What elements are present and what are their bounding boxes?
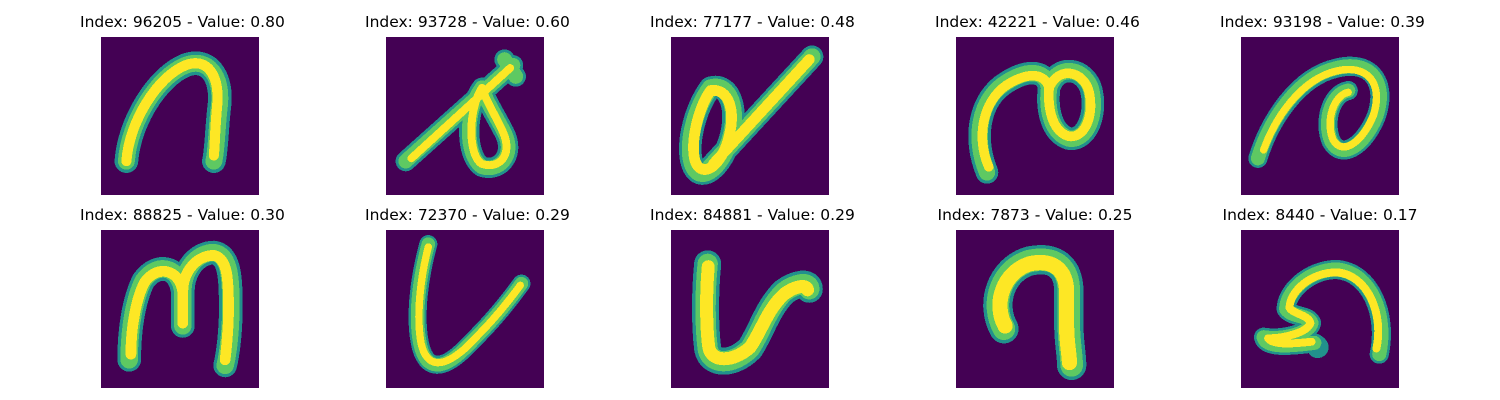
image-panel-1: Index: 96205 - Value: 0.80 bbox=[80, 12, 285, 195]
digit-image-9 bbox=[956, 230, 1114, 388]
digit-image-4 bbox=[956, 37, 1114, 195]
image-panel-6: Index: 88825 - Value: 0.30 bbox=[80, 205, 285, 388]
digit-image-10 bbox=[1241, 230, 1399, 388]
panel-title-4: Index: 42221 - Value: 0.46 bbox=[935, 13, 1140, 31]
image-panel-2: Index: 93728 - Value: 0.60 bbox=[365, 12, 570, 195]
image-panel-9: Index: 7873 - Value: 0.25 bbox=[935, 205, 1135, 388]
digit-image-8 bbox=[671, 230, 829, 388]
digit-image-3 bbox=[671, 37, 829, 195]
digit-image-2 bbox=[386, 37, 544, 195]
panel-title-6: Index: 88825 - Value: 0.30 bbox=[80, 206, 285, 224]
panel-title-9: Index: 7873 - Value: 0.25 bbox=[937, 206, 1133, 224]
panel-title-1: Index: 96205 - Value: 0.80 bbox=[80, 13, 285, 31]
panel-title-5: Index: 93198 - Value: 0.39 bbox=[1220, 13, 1425, 31]
panel-title-8: Index: 84881 - Value: 0.29 bbox=[650, 206, 855, 224]
digit-image-1 bbox=[101, 37, 259, 195]
image-panel-8: Index: 84881 - Value: 0.29 bbox=[650, 205, 855, 388]
digit-image-5 bbox=[1241, 37, 1399, 195]
image-panel-5: Index: 93198 - Value: 0.39 bbox=[1220, 12, 1425, 195]
panel-title-2: Index: 93728 - Value: 0.60 bbox=[365, 13, 570, 31]
image-panel-4: Index: 42221 - Value: 0.46 bbox=[935, 12, 1140, 195]
digit-image-7 bbox=[386, 230, 544, 388]
panel-title-3: Index: 77177 - Value: 0.48 bbox=[650, 13, 855, 31]
panel-title-10: Index: 8440 - Value: 0.17 bbox=[1222, 206, 1418, 224]
image-panel-7: Index: 72370 - Value: 0.29 bbox=[365, 205, 570, 388]
image-panel-10: Index: 8440 - Value: 0.17 bbox=[1220, 205, 1420, 388]
panel-title-7: Index: 72370 - Value: 0.29 bbox=[365, 206, 570, 224]
digit-image-6 bbox=[101, 230, 259, 388]
image-panel-3: Index: 77177 - Value: 0.48 bbox=[650, 12, 855, 195]
